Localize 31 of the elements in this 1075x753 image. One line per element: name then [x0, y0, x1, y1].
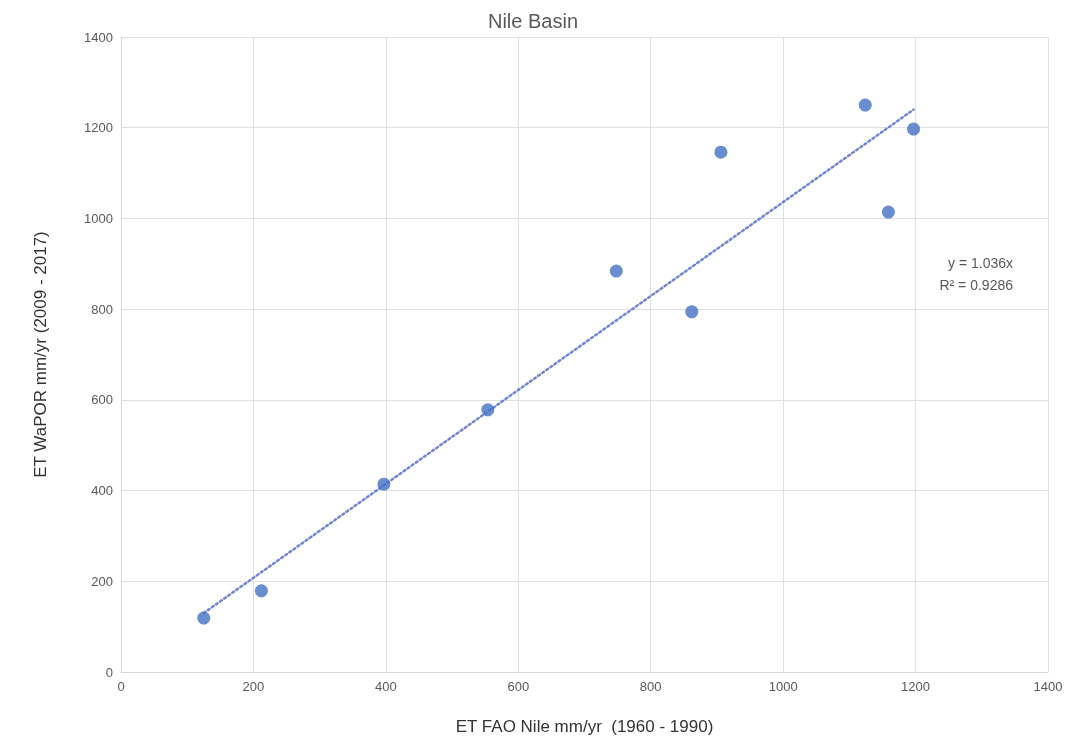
- y-axis-title: ET WaPOR mm/yr (2009 - 2017): [31, 231, 50, 478]
- chart-title: Nile Basin: [487, 10, 579, 32]
- annotation: R² = 0.9286: [939, 277, 1014, 293]
- point: [858, 98, 872, 112]
- annotation: y = 1.036x: [948, 255, 1014, 271]
- point: [377, 477, 391, 491]
- point: [481, 403, 495, 417]
- x-tick-label: 400: [375, 679, 397, 694]
- y-tick-label: 0: [105, 664, 113, 680]
- point: [714, 145, 728, 159]
- y-tick-label: 400: [91, 483, 113, 499]
- point: [197, 611, 211, 625]
- x-tick-label: 800: [639, 679, 662, 694]
- x-tick-label: 600: [507, 679, 530, 694]
- y-tick-label: 1200: [84, 120, 113, 136]
- y-tick-label: 1000: [84, 210, 113, 226]
- x-tick-label: 0: [117, 679, 125, 694]
- y-tick-label: 600: [91, 392, 113, 408]
- point: [609, 264, 623, 278]
- x-tick-label: 1400: [1033, 679, 1063, 694]
- x-tick-label: 1200: [901, 679, 931, 694]
- point: [685, 305, 699, 319]
- point: [907, 122, 921, 136]
- y-tick-label: 1400: [84, 29, 113, 45]
- point: [881, 205, 895, 219]
- y-tick-label: 800: [91, 301, 113, 317]
- x-tick-label: 200: [242, 679, 265, 694]
- point: [254, 584, 268, 598]
- x-tick-label: 1000: [768, 679, 798, 694]
- x-axis-title: ET FAO Nile mm/yr (1960 - 1990): [455, 717, 714, 736]
- y-tick-label: 200: [91, 573, 113, 589]
